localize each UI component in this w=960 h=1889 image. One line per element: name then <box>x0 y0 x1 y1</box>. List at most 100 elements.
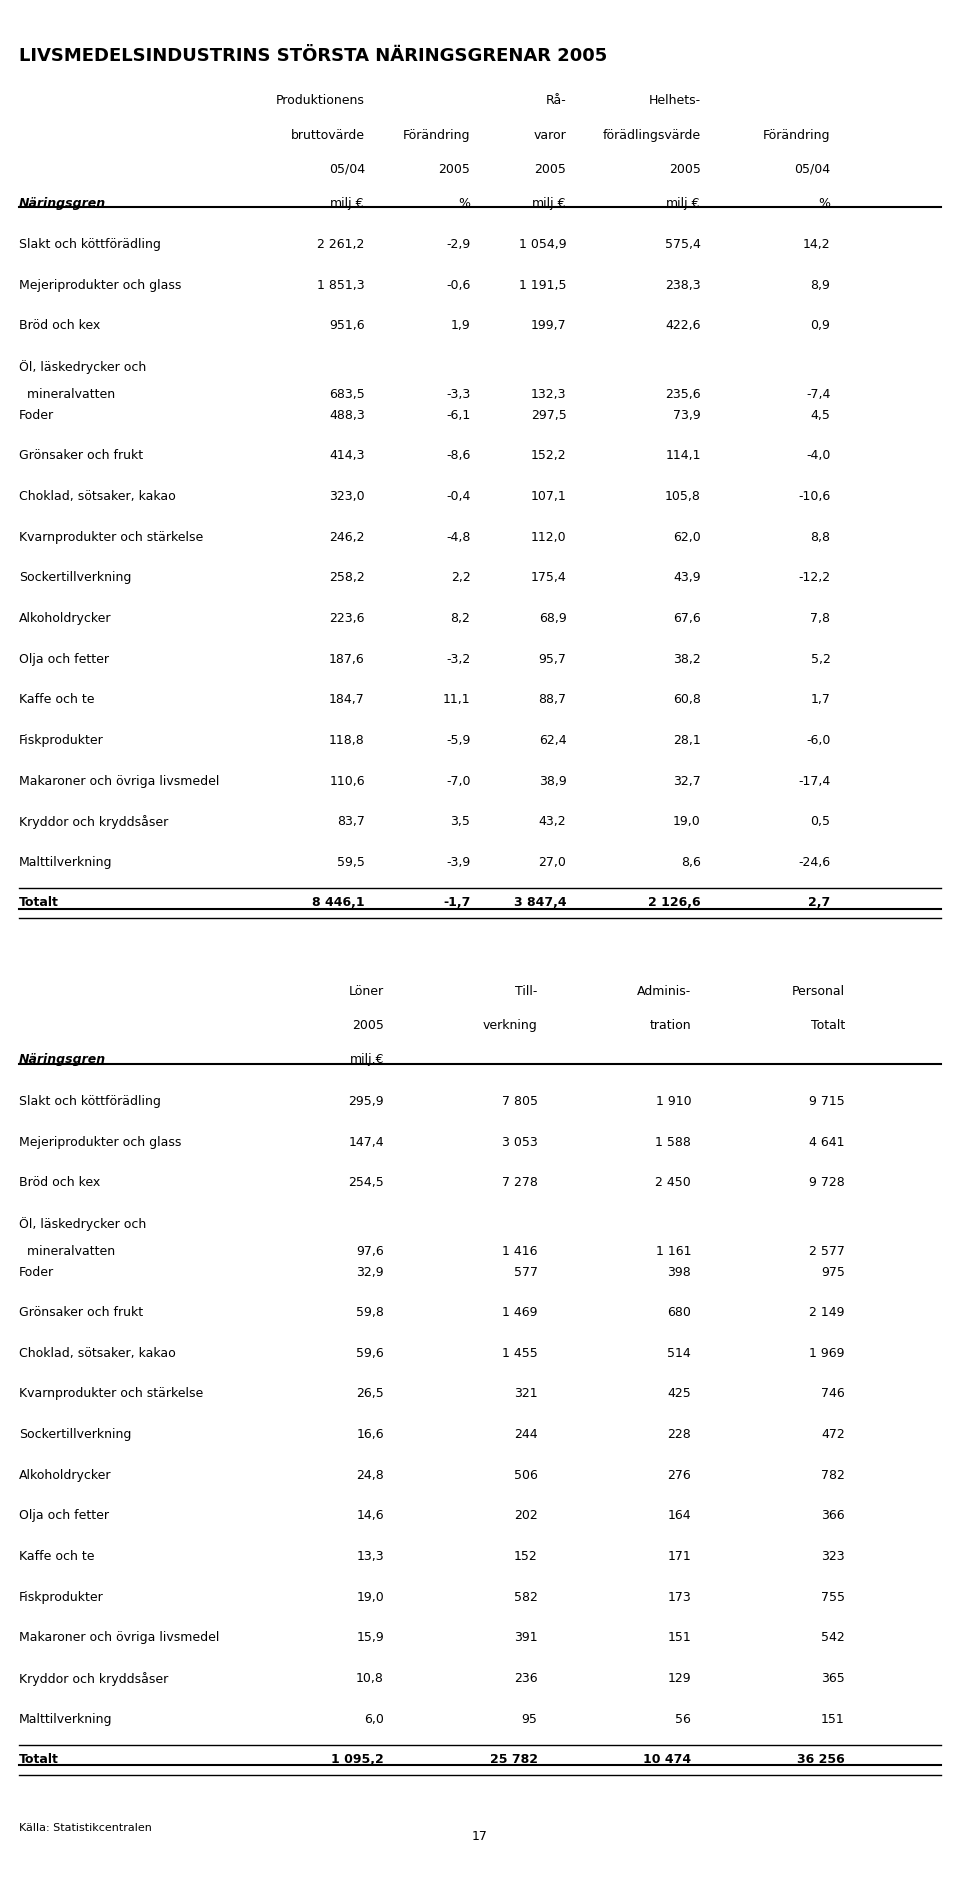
Text: 2 149: 2 149 <box>809 1305 845 1319</box>
Text: 8,8: 8,8 <box>810 531 830 544</box>
Text: 8,2: 8,2 <box>450 612 470 625</box>
Text: 577: 577 <box>514 1266 538 1277</box>
Text: LIVSMEDELSINDUSTRINS STÖRSTA NÄRINGSGRENAR 2005: LIVSMEDELSINDUSTRINS STÖRSTA NÄRINGSGREN… <box>19 47 608 66</box>
Text: 2005: 2005 <box>535 162 566 176</box>
Text: 414,3: 414,3 <box>329 450 365 463</box>
Text: 2 261,2: 2 261,2 <box>318 238 365 251</box>
Text: 323: 323 <box>821 1549 845 1562</box>
Text: 2 450: 2 450 <box>656 1175 691 1188</box>
Text: Näringsgren: Näringsgren <box>19 196 107 210</box>
Text: 506: 506 <box>514 1468 538 1481</box>
Text: 43,9: 43,9 <box>673 570 701 584</box>
Text: Bröd och kex: Bröd och kex <box>19 319 101 332</box>
Text: 0,5: 0,5 <box>810 814 830 827</box>
Text: 105,8: 105,8 <box>665 489 701 502</box>
Text: 238,3: 238,3 <box>665 280 701 291</box>
Text: 425: 425 <box>667 1387 691 1400</box>
Text: -24,6: -24,6 <box>799 856 830 869</box>
Text: 7 278: 7 278 <box>502 1175 538 1188</box>
Text: 27,0: 27,0 <box>539 856 566 869</box>
Text: 2,7: 2,7 <box>808 895 830 909</box>
Text: 2 577: 2 577 <box>809 1245 845 1258</box>
Text: mineralvatten: mineralvatten <box>19 389 115 400</box>
Text: 132,3: 132,3 <box>531 389 566 400</box>
Text: 15,9: 15,9 <box>356 1630 384 1643</box>
Text: 1 191,5: 1 191,5 <box>519 280 566 291</box>
Text: 05/04: 05/04 <box>794 162 830 176</box>
Text: 951,6: 951,6 <box>329 319 365 332</box>
Text: 228: 228 <box>667 1428 691 1439</box>
Text: -3,3: -3,3 <box>446 389 470 400</box>
Text: 1,7: 1,7 <box>810 693 830 706</box>
Text: Helhets-: Helhets- <box>649 94 701 108</box>
Text: 7 805: 7 805 <box>501 1094 538 1107</box>
Text: 14,2: 14,2 <box>803 238 830 251</box>
Text: 488,3: 488,3 <box>329 408 365 421</box>
Text: 173: 173 <box>667 1591 691 1602</box>
Text: 16,6: 16,6 <box>356 1428 384 1439</box>
Text: 8 446,1: 8 446,1 <box>312 895 365 909</box>
Text: 114,1: 114,1 <box>665 450 701 463</box>
Text: %: % <box>818 196 830 210</box>
Text: 582: 582 <box>514 1591 538 1602</box>
Text: milj.€: milj.€ <box>330 196 365 210</box>
Text: 10 474: 10 474 <box>643 1753 691 1764</box>
Text: Foder: Foder <box>19 408 55 421</box>
Text: Fiskprodukter: Fiskprodukter <box>19 1591 104 1602</box>
Text: 19,0: 19,0 <box>673 814 701 827</box>
Text: Foder: Foder <box>19 1266 55 1277</box>
Text: Förändring: Förändring <box>763 128 830 142</box>
Text: 1 054,9: 1 054,9 <box>518 238 566 251</box>
Text: Rå-: Rå- <box>545 94 566 108</box>
Text: 32,9: 32,9 <box>356 1266 384 1277</box>
Text: 1 588: 1 588 <box>656 1135 691 1149</box>
Text: Fiskprodukter: Fiskprodukter <box>19 733 104 746</box>
Text: -2,9: -2,9 <box>446 238 470 251</box>
Text: Malttilverkning: Malttilverkning <box>19 856 112 869</box>
Text: 391: 391 <box>514 1630 538 1643</box>
Text: -6,1: -6,1 <box>446 408 470 421</box>
Text: 975: 975 <box>821 1266 845 1277</box>
Text: 9 728: 9 728 <box>809 1175 845 1188</box>
Text: -7,0: -7,0 <box>445 774 470 788</box>
Text: 236: 236 <box>514 1672 538 1683</box>
Text: Choklad, sötsaker, kakao: Choklad, sötsaker, kakao <box>19 489 176 502</box>
Text: 151: 151 <box>821 1711 845 1725</box>
Text: Adminis-: Adminis- <box>636 984 691 997</box>
Text: 8,9: 8,9 <box>810 280 830 291</box>
Text: 56: 56 <box>675 1711 691 1725</box>
Text: Kaffe och te: Kaffe och te <box>19 693 95 706</box>
Text: -10,6: -10,6 <box>798 489 830 502</box>
Text: 683,5: 683,5 <box>329 389 365 400</box>
Text: 680: 680 <box>667 1305 691 1319</box>
Text: Löner: Löner <box>348 984 384 997</box>
Text: 755: 755 <box>821 1591 845 1602</box>
Text: Kvarnprodukter och stärkelse: Kvarnprodukter och stärkelse <box>19 1387 204 1400</box>
Text: 398: 398 <box>667 1266 691 1277</box>
Text: Kryddor och kryddsåser: Kryddor och kryddsåser <box>19 1672 168 1685</box>
Text: Alkoholdrycker: Alkoholdrycker <box>19 612 111 625</box>
Text: 323,0: 323,0 <box>329 489 365 502</box>
Text: -17,4: -17,4 <box>798 774 830 788</box>
Text: 2005: 2005 <box>439 162 470 176</box>
Text: 05/04: 05/04 <box>328 162 365 176</box>
Text: -0,6: -0,6 <box>446 280 470 291</box>
Text: Personal: Personal <box>792 984 845 997</box>
Text: 107,1: 107,1 <box>531 489 566 502</box>
Text: 60,8: 60,8 <box>673 693 701 706</box>
Text: 782: 782 <box>821 1468 845 1481</box>
Text: 4,5: 4,5 <box>810 408 830 421</box>
Text: Sockertillverkning: Sockertillverkning <box>19 1428 132 1439</box>
Text: 95: 95 <box>521 1711 538 1725</box>
Text: 118,8: 118,8 <box>329 733 365 746</box>
Text: 11,1: 11,1 <box>443 693 470 706</box>
Text: 2005: 2005 <box>669 162 701 176</box>
Text: Bröd och kex: Bröd och kex <box>19 1175 101 1188</box>
Text: 112,0: 112,0 <box>531 531 566 544</box>
Text: Källa: Statistikcentralen: Källa: Statistikcentralen <box>19 1823 152 1832</box>
Text: 1 910: 1 910 <box>656 1094 691 1107</box>
Text: 187,6: 187,6 <box>329 652 365 665</box>
Text: 199,7: 199,7 <box>531 319 566 332</box>
Text: 19,0: 19,0 <box>356 1591 384 1602</box>
Text: 129: 129 <box>667 1672 691 1683</box>
